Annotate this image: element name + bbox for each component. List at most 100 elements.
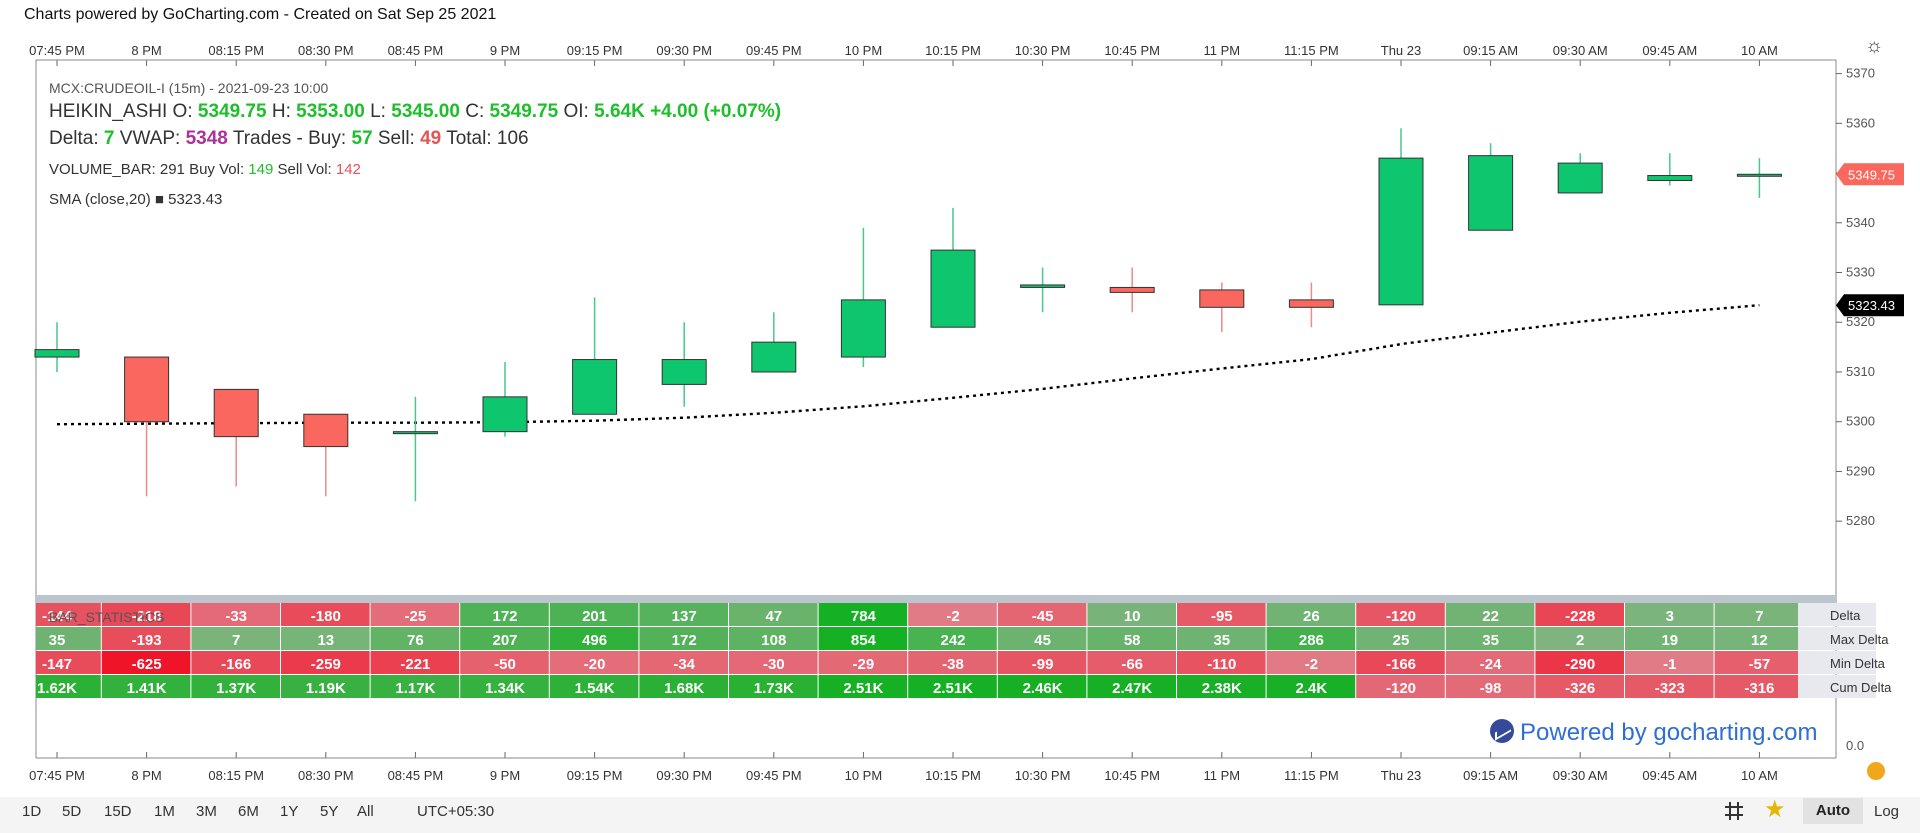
log-scale-button[interactable]: Log <box>1874 803 1900 820</box>
change-value: +4.00 <box>650 101 699 122</box>
stats-cell-value: 7 <box>1755 608 1763 625</box>
top-time-axis: 07:45 PM 8 PM 08:15 PM 08:30 PM 08:45 PM 9 PM… <box>29 43 1778 66</box>
range-3m-button[interactable]: 3M <box>196 803 217 820</box>
stats-cell <box>1356 651 1445 674</box>
volume-value: 291 <box>159 161 185 178</box>
stats-cell <box>460 627 549 650</box>
stats-cell <box>191 651 280 674</box>
stats-zero-tick-label: 0.0 <box>1846 738 1864 753</box>
stats-cell <box>908 627 997 650</box>
price-tick-label: 5370 <box>1846 66 1875 81</box>
stats-cell-value: -228 <box>1565 608 1595 625</box>
stats-cell <box>1714 651 1804 674</box>
stats-cell <box>1356 675 1445 698</box>
top-time-tick-label: 11 PM <box>1203 43 1240 58</box>
top-time-tick-label: 11:15 PM <box>1284 43 1339 58</box>
stats-cell <box>36 603 101 626</box>
stats-cell <box>1714 603 1804 626</box>
top-time-tick-label: 08:45 PM <box>388 43 444 58</box>
sell-vol-value: 142 <box>335 161 361 178</box>
range-1m-button[interactable]: 1M <box>154 803 175 820</box>
stats-cell <box>370 603 460 626</box>
candle-body <box>1647 175 1693 182</box>
stats-cell-value: -95 <box>1211 608 1233 625</box>
stats-cell <box>818 651 908 674</box>
candle <box>1109 267 1155 313</box>
candle <box>124 356 170 497</box>
powered-by-link[interactable]: Powered by gocharting.com <box>1490 719 1818 747</box>
range-1y-button[interactable]: 1Y <box>280 803 299 820</box>
stats-cell <box>1087 675 1176 698</box>
stats-row-label-bg <box>1798 627 1876 650</box>
range-1d-button[interactable]: 1D <box>22 803 42 820</box>
auto-scale-button[interactable]: Auto <box>1803 798 1863 824</box>
stats-cell <box>1177 651 1266 674</box>
legend-delta: Delta: 7 VWAP: 5348 Trades - Buy: 57 Sel… <box>49 128 529 150</box>
top-time-tick-label: 07:45 PM <box>29 43 85 58</box>
stats-cell-value: -29 <box>853 656 875 673</box>
stats-cell <box>908 603 997 626</box>
candle-body <box>1557 162 1603 194</box>
bottom-time-tick-label: 10:30 PM <box>1015 768 1071 783</box>
stats-cell <box>639 627 728 650</box>
stats-cell <box>370 651 460 674</box>
price-tick-label: 5320 <box>1846 314 1875 329</box>
candle-body <box>840 299 886 358</box>
stats-cell-value: -290 <box>1565 656 1595 673</box>
candle <box>482 362 528 437</box>
stats-cell <box>639 603 728 626</box>
grid-icon[interactable] <box>1724 801 1744 821</box>
stats-cell <box>818 627 908 650</box>
star-icon[interactable]: ★ <box>1764 796 1786 823</box>
stats-cell <box>101 603 191 626</box>
gear-icon[interactable]: ☼ <box>1865 35 1884 57</box>
total-value: 106 <box>496 128 529 149</box>
stats-row-label: Min Delta <box>1830 656 1886 671</box>
candle-body <box>1288 299 1334 308</box>
candle <box>1736 158 1782 198</box>
stats-cell-value: 2.47K <box>1112 680 1152 697</box>
candle <box>1647 153 1693 186</box>
stats-cell <box>460 651 549 674</box>
stats-cell <box>908 675 997 698</box>
candle <box>1378 128 1424 306</box>
sma-series <box>56 304 1760 426</box>
stats-row-label-bg <box>1798 651 1876 674</box>
timezone-selector[interactable]: UTC+05:30 <box>417 803 495 820</box>
stats-cell-value: -45 <box>1032 608 1054 625</box>
range-all-button[interactable]: All <box>357 803 374 820</box>
range-15d-button[interactable]: 15D <box>104 803 132 820</box>
sma-value: 5323.43 <box>168 191 223 208</box>
stats-cell <box>1356 627 1445 650</box>
stats-cell <box>1445 627 1535 650</box>
stats-cell <box>729 627 818 650</box>
stats-cell-value: -180 <box>311 608 341 625</box>
stats-cell <box>370 675 460 698</box>
panel-separator <box>36 595 1836 603</box>
stats-cell-value: 1.73K <box>754 680 794 697</box>
stats-cell-value: 35 <box>49 632 66 649</box>
stats-cell-value: 854 <box>851 632 877 649</box>
range-6m-button[interactable]: 6M <box>238 803 259 820</box>
bottom-time-tick-label: 09:30 PM <box>656 768 712 783</box>
bottom-time-tick-label: 09:45 PM <box>746 768 802 783</box>
stats-cell <box>549 603 639 626</box>
range-5d-button[interactable]: 5D <box>62 803 82 820</box>
stats-cell-value: 45 <box>1034 632 1051 649</box>
stats-cell <box>1087 603 1176 626</box>
price-tick-label: 5330 <box>1846 265 1875 280</box>
chart-frame <box>35 59 1837 759</box>
price-tick-label: 5360 <box>1846 115 1875 130</box>
stats-cell <box>281 627 370 650</box>
bottom-time-tick-label: 08:15 PM <box>208 768 264 783</box>
stats-cell-value: 76 <box>407 632 424 649</box>
stats-cell-value: 35 <box>1213 632 1230 649</box>
stats-cell-value: 2.51K <box>843 680 883 697</box>
stats-cell <box>1714 627 1804 650</box>
range-5y-button[interactable]: 5Y <box>320 803 339 820</box>
bottom-time-tick-label: 10:15 PM <box>925 768 981 783</box>
status-dot-icon[interactable] <box>1867 762 1885 780</box>
stats-cell-value: -98 <box>1480 680 1502 697</box>
top-time-tick-label: 8 PM <box>131 43 161 58</box>
